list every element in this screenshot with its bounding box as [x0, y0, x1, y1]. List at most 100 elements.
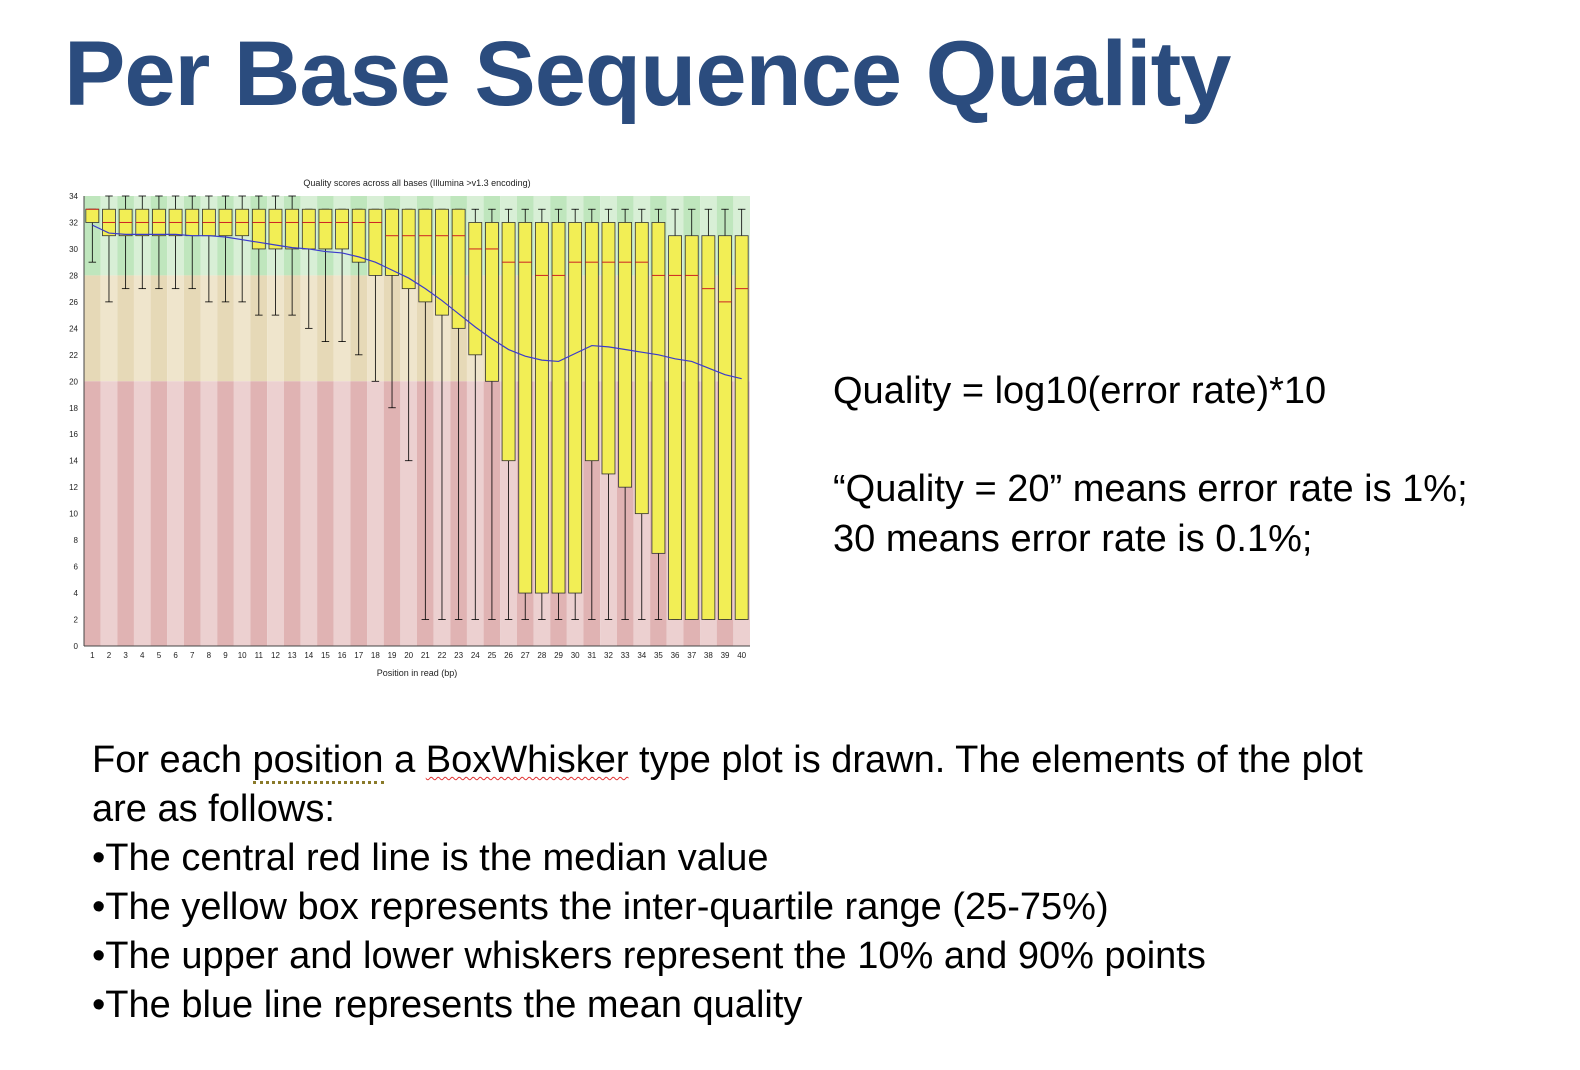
slide-title: Per Base Sequence Quality [64, 23, 1231, 125]
x-tick-label: 1 [90, 651, 95, 660]
iqr-box [584, 222, 599, 462]
zone-poor-stripe [117, 381, 134, 646]
description-intro: For each position a BoxWhisker type plot… [92, 736, 1363, 785]
x-tick-label: 8 [207, 651, 212, 660]
x-tick-label: 23 [454, 651, 463, 660]
zone-reasonable-stripe [183, 275, 201, 382]
x-tick-label: 11 [255, 651, 264, 660]
x-tick-label: 25 [487, 651, 496, 660]
iqr-box [534, 222, 549, 594]
y-tick-label: 28 [69, 271, 78, 280]
zone-poor-stripe [367, 381, 384, 646]
iqr-box [634, 222, 649, 515]
y-tick-label: 6 [74, 563, 79, 572]
zone-poor-stripe [400, 381, 417, 646]
x-tick-label: 37 [687, 651, 696, 660]
iqr-box [318, 208, 333, 250]
zone-reasonable-stripe [217, 275, 234, 382]
x-tick-label: 14 [304, 651, 313, 660]
zone-poor-stripe [84, 381, 101, 646]
iqr-box [618, 222, 633, 488]
zone-poor-stripe [183, 381, 201, 646]
intro-text-3: type plot is drawn. The elements of the … [628, 739, 1363, 781]
iqr-box [251, 208, 266, 250]
iqr-box [518, 222, 533, 594]
zone-poor-stripe [350, 381, 368, 646]
iqr-box [268, 208, 283, 250]
x-tick-label: 7 [190, 651, 195, 660]
zone-poor-stripe [133, 381, 151, 646]
zone-poor-stripe [283, 381, 301, 646]
quality-formula: Quality = log10(error rate)*10 [833, 370, 1327, 412]
y-tick-label: 10 [69, 510, 78, 519]
bullet-median: •The central red line is the median valu… [92, 837, 769, 879]
zone-poor-stripe [100, 381, 118, 646]
x-tick-label: 24 [471, 651, 480, 660]
x-tick-label: 39 [721, 651, 730, 660]
quality-30-note: 30 means error rate is 0.1%; [833, 518, 1313, 560]
x-tick-label: 5 [157, 651, 162, 660]
x-tick-label: 32 [604, 651, 613, 660]
x-tick-label: 29 [554, 651, 563, 660]
iqr-box [401, 208, 416, 290]
intro-word-position: position [252, 739, 384, 784]
bullet-whiskers: •The upper and lower whiskers represent … [92, 935, 1206, 977]
y-tick-label: 8 [74, 536, 79, 545]
iqr-box [718, 235, 732, 620]
zone-reasonable-stripe [167, 275, 184, 382]
iqr-box [85, 208, 100, 223]
intro-text-2: a [383, 739, 426, 781]
iqr-box [468, 222, 483, 356]
quality-explanation: Quality = log10(error rate)*10 “Quality … [833, 366, 1468, 564]
x-tick-label: 12 [271, 651, 280, 660]
zone-reasonable-stripe [283, 275, 301, 382]
zone-poor-stripe [250, 381, 268, 646]
bullet-box: •The yellow box represents the inter-qua… [92, 886, 1109, 928]
y-tick-label: 22 [69, 351, 78, 360]
quality-20-note: “Quality = 20” means error rate is 1%; [833, 468, 1468, 510]
iqr-box [734, 235, 749, 620]
iqr-box [668, 235, 682, 620]
iqr-box [551, 222, 566, 594]
iqr-box [451, 208, 466, 329]
zone-reasonable-stripe [267, 275, 284, 382]
iqr-box [385, 208, 399, 276]
x-tick-label: 38 [704, 651, 713, 660]
y-tick-label: 32 [69, 218, 78, 227]
zone-reasonable-stripe [84, 275, 101, 382]
mean-quality-line [92, 224, 742, 380]
x-tick-label: 6 [173, 651, 178, 660]
zone-poor-stripe [150, 381, 168, 646]
zone-poor-stripe [300, 381, 318, 646]
x-tick-label: 19 [388, 651, 397, 660]
x-tick-label: 27 [521, 651, 530, 660]
description-intro-line2: are as follows: [92, 788, 335, 830]
chart-title: Quality scores across all bases (Illumin… [303, 178, 530, 188]
zone-reasonable-stripe [250, 275, 268, 382]
x-axis-label: Position in read (bp) [377, 668, 458, 678]
zone-poor-stripe [217, 381, 234, 646]
quality-boxplot-chart: Quality scores across all bases (Illumin… [69, 178, 750, 678]
x-tick-label: 36 [671, 651, 680, 660]
iqr-box [301, 208, 316, 250]
zone-poor-stripe [317, 381, 334, 646]
x-tick-label: 26 [504, 651, 513, 660]
iqr-box [485, 222, 499, 382]
zone-reasonable-stripe [150, 275, 168, 382]
zone-poor-stripe [233, 381, 251, 646]
x-tick-label: 15 [321, 651, 330, 660]
zone-poor-stripe [267, 381, 284, 646]
iqr-box [435, 208, 449, 316]
zone-reasonable-stripe [233, 275, 251, 382]
x-tick-label: 13 [288, 651, 297, 660]
zone-poor-stripe [200, 381, 218, 646]
zone-reasonable-stripe [133, 275, 151, 382]
y-tick-label: 16 [69, 430, 78, 439]
x-tick-label: 34 [637, 651, 646, 660]
x-tick-label: 31 [587, 651, 596, 660]
zone-poor-stripe [167, 381, 184, 646]
x-tick-label: 17 [354, 651, 363, 660]
x-tick-label: 2 [107, 651, 112, 660]
x-tick-label: 3 [123, 651, 128, 660]
iqr-box [501, 222, 516, 462]
